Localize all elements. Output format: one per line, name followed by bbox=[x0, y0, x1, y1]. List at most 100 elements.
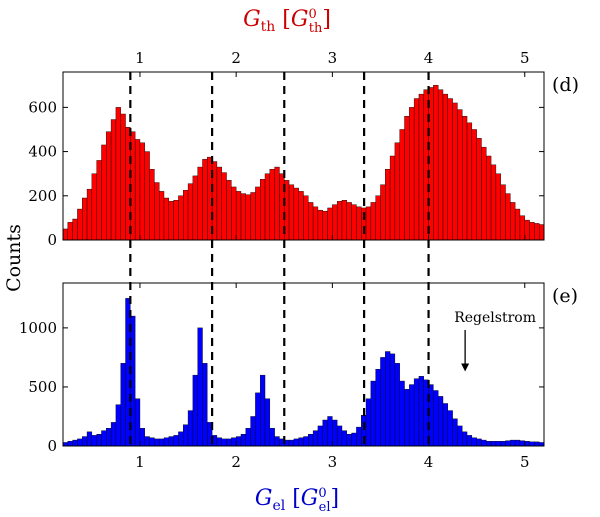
bar-d-80 bbox=[447, 98, 453, 241]
bar-d-60 bbox=[351, 204, 357, 241]
bar-e-47 bbox=[288, 439, 295, 447]
y-axis-label: Counts bbox=[3, 224, 25, 292]
bar-e-23 bbox=[173, 435, 179, 447]
bar-e-70 bbox=[399, 380, 405, 447]
bar-e-33 bbox=[221, 438, 227, 447]
bar-d-79 bbox=[442, 93, 448, 241]
bar-d-87 bbox=[481, 146, 487, 241]
bar-d-63 bbox=[365, 206, 372, 241]
bar-e-92 bbox=[505, 440, 511, 447]
bottom-xtick-label-2: 2 bbox=[231, 453, 241, 471]
bar-d-26 bbox=[187, 183, 194, 241]
bar-d-72 bbox=[409, 107, 415, 241]
bar-e-38 bbox=[245, 428, 251, 447]
bar-e-82 bbox=[457, 425, 463, 447]
bar-e-56 bbox=[332, 419, 338, 447]
bar-e-97 bbox=[529, 441, 535, 447]
bar-e-12 bbox=[120, 363, 126, 447]
bar-e-7 bbox=[96, 433, 102, 447]
plot-frame-d bbox=[62, 71, 545, 241]
bar-d-33 bbox=[221, 172, 227, 241]
bar-e-0 bbox=[62, 442, 69, 447]
bar-d-42 bbox=[264, 173, 271, 241]
bar-d-99 bbox=[538, 224, 545, 241]
bar-e-15 bbox=[134, 398, 141, 447]
bar-d-9 bbox=[106, 131, 112, 241]
bar-d-73 bbox=[413, 98, 420, 241]
bar-d-11 bbox=[115, 107, 121, 241]
bar-d-5 bbox=[86, 188, 93, 241]
bottom-xtick-label-4: 4 bbox=[424, 453, 434, 471]
bar-d-97 bbox=[529, 222, 535, 241]
bar-d-3 bbox=[77, 208, 83, 241]
bottom-xtick-label-3: 3 bbox=[328, 453, 338, 471]
bar-e-67 bbox=[385, 351, 391, 447]
bar-d-7 bbox=[96, 160, 102, 241]
annotation-text: Regelstrom bbox=[454, 310, 536, 326]
bar-d-96 bbox=[524, 219, 530, 241]
bar-e-65 bbox=[375, 369, 381, 447]
bar-e-28 bbox=[197, 327, 203, 447]
bar-e-21 bbox=[163, 437, 170, 447]
bar-e-51 bbox=[308, 433, 314, 447]
bar-e-72 bbox=[409, 384, 415, 447]
bar-d-25 bbox=[183, 190, 189, 241]
bar-d-34 bbox=[226, 180, 232, 241]
bar-e-78 bbox=[437, 396, 444, 447]
bar-d-27 bbox=[192, 175, 198, 241]
bar-d-4 bbox=[82, 197, 88, 241]
bar-d-86 bbox=[476, 138, 482, 241]
bar-e-60 bbox=[351, 432, 357, 447]
ytick-label-d-0: 0 bbox=[47, 231, 57, 249]
bar-e-52 bbox=[312, 430, 319, 447]
bar-d-12 bbox=[120, 113, 126, 241]
bar-e-20 bbox=[158, 438, 165, 447]
top-xtick-label-5: 5 bbox=[520, 49, 530, 67]
bar-e-63 bbox=[365, 398, 372, 447]
bar-e-34 bbox=[226, 438, 232, 447]
bar-e-16 bbox=[139, 428, 145, 447]
bar-e-57 bbox=[336, 425, 343, 447]
bar-d-37 bbox=[240, 193, 246, 241]
ytick-label-d-200: 200 bbox=[28, 187, 57, 205]
bar-d-21 bbox=[163, 197, 170, 241]
bar-d-55 bbox=[327, 207, 333, 241]
bar-d-53 bbox=[317, 209, 323, 241]
bar-d-94 bbox=[514, 208, 521, 241]
bar-d-52 bbox=[312, 206, 319, 241]
bar-d-39 bbox=[250, 192, 256, 241]
bar-d-43 bbox=[269, 169, 275, 241]
bar-e-48 bbox=[293, 438, 299, 447]
bar-d-18 bbox=[149, 169, 155, 241]
bar-e-91 bbox=[500, 441, 506, 447]
bar-d-57 bbox=[336, 201, 343, 241]
bar-e-39 bbox=[250, 416, 256, 447]
bar-d-81 bbox=[452, 102, 458, 241]
bar-e-4 bbox=[82, 436, 88, 447]
bar-e-53 bbox=[317, 425, 323, 447]
bar-d-58 bbox=[341, 200, 347, 241]
bar-d-38 bbox=[245, 194, 251, 241]
bar-d-59 bbox=[346, 202, 352, 241]
bar-e-40 bbox=[255, 392, 261, 447]
bar-e-77 bbox=[433, 390, 439, 447]
bar-d-89 bbox=[490, 164, 497, 241]
bar-e-29 bbox=[202, 363, 208, 447]
bar-e-68 bbox=[389, 353, 396, 447]
bar-d-84 bbox=[466, 122, 473, 241]
bar-d-0 bbox=[62, 228, 69, 241]
bar-d-44 bbox=[274, 166, 280, 241]
ytick-label-e-500: 500 bbox=[28, 378, 57, 396]
bar-d-1 bbox=[67, 222, 73, 241]
bar-e-54 bbox=[322, 419, 328, 447]
bar-d-98 bbox=[534, 223, 540, 241]
bar-d-15 bbox=[134, 139, 141, 241]
bar-d-51 bbox=[308, 202, 314, 241]
bar-e-49 bbox=[298, 437, 304, 447]
bar-e-50 bbox=[303, 436, 309, 447]
bar-d-88 bbox=[486, 155, 492, 241]
bar-e-43 bbox=[269, 428, 275, 447]
bar-e-69 bbox=[394, 363, 400, 447]
bar-e-37 bbox=[240, 433, 246, 447]
bar-d-92 bbox=[505, 193, 511, 241]
